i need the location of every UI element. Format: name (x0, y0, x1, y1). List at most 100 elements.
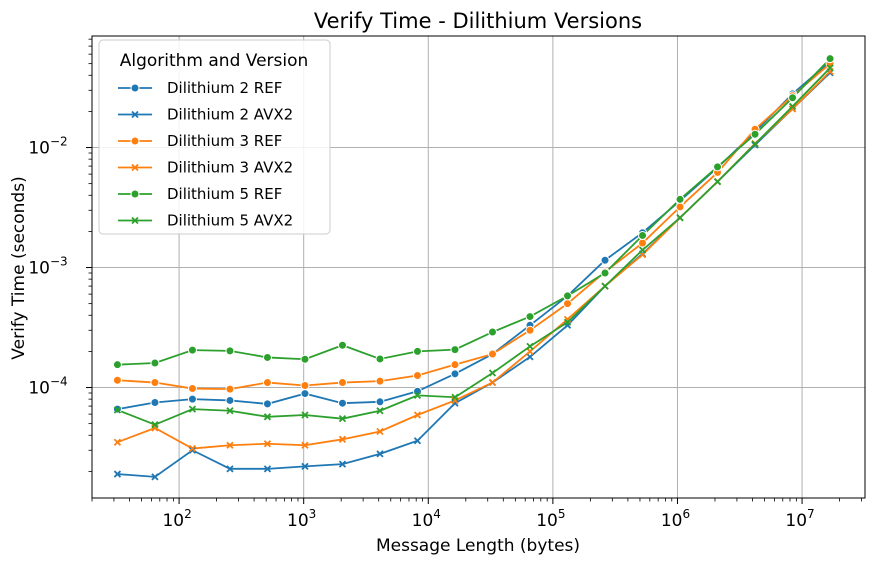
legend-box (98, 39, 331, 235)
data-point-dilithium-5-avx2 (751, 140, 759, 148)
data-point-dilithium-2-avx2 (263, 465, 272, 473)
data-point-dilithium-5-ref (262, 352, 272, 362)
x-tick-label: 104 (412, 507, 441, 531)
minor-ticks (88, 38, 862, 502)
data-point-dilithium-5-avx2 (113, 406, 122, 414)
data-point-dilithium-5-ref (788, 93, 798, 103)
data-point-dilithium-5-avx2 (638, 246, 647, 254)
data-point-dilithium-3-ref (563, 299, 573, 309)
y-axis-title: Verify Time (seconds) (9, 176, 29, 359)
data-point-dilithium-5-avx2 (151, 421, 159, 429)
data-point-dilithium-2-ref (225, 395, 235, 405)
data-point-dilithium-3-avx2 (188, 444, 197, 453)
data-point-dilithium-2-avx2 (226, 465, 234, 473)
data-point-dilithium-5-avx2 (188, 405, 197, 413)
data-point-dilithium-3-ref (337, 378, 347, 388)
data-point-dilithium-3-ref (300, 380, 310, 390)
data-point-dilithium-3-avx2 (413, 411, 422, 419)
data-point-dilithium-5-ref (487, 327, 497, 337)
data-point-dilithium-3-avx2 (226, 441, 234, 449)
data-point-dilithium-2-avx2 (301, 462, 309, 471)
plot-frame (91, 35, 866, 499)
data-point-dilithium-3-ref (450, 360, 460, 370)
data-point-dilithium-5-avx2 (301, 411, 309, 419)
data-point-dilithium-2-ref (600, 255, 610, 265)
legend-label: Dilithium 5 REF (167, 185, 282, 203)
data-point-dilithium-3-ref (225, 384, 235, 394)
y-axis-ticks: 10−4 10−3 10−2 (28, 135, 92, 399)
data-point-dilithium-5-ref (300, 354, 310, 364)
data-point-dilithium-2-ref (187, 394, 197, 404)
data-point-dilithium-5-ref (825, 54, 835, 64)
data-point-dilithium-5-avx2 (451, 393, 459, 401)
data-point-dilithium-5-ref (713, 162, 723, 172)
data-point-dilithium-5-avx2 (676, 214, 684, 222)
data-point-dilithium-3-ref (112, 375, 122, 385)
legend-label: Dilithium 3 AVX2 (167, 159, 293, 177)
data-point-dilithium-5-avx2 (338, 415, 347, 423)
y-tick-label: 10−4 (28, 375, 67, 399)
data-point-dilithium-5-avx2 (826, 64, 834, 72)
data-point-dilithium-5-ref (450, 345, 460, 355)
data-point-dilithium-3-avx2 (113, 438, 122, 446)
data-point-dilithium-2-ref (412, 386, 422, 396)
x-tick-label: 103 (287, 507, 316, 531)
data-point-dilithium-5-avx2 (413, 391, 422, 400)
data-point-dilithium-2-avx2 (413, 437, 422, 445)
data-point-dilithium-3-ref (150, 378, 160, 388)
data-point-dilithium-2-ref (450, 369, 460, 379)
data-point-dilithium-2-avx2 (188, 446, 197, 454)
legend-label: Dilithium 2 REF (167, 79, 282, 97)
legend: Algorithm and Version Dilithium 2 REFDil… (98, 39, 331, 235)
data-point-dilithium-3-ref (187, 384, 197, 394)
data-point-dilithium-5-ref (563, 291, 573, 301)
x-axis-ticks: 102 103 104 105 106 107 (162, 498, 815, 531)
legend-marker-dilithium-5-ref (130, 189, 140, 199)
data-point-dilithium-3-avx2 (263, 440, 272, 448)
legend-label: Dilithium 5 AVX2 (167, 212, 293, 230)
legend-marker-dilithium-5-avx2 (131, 216, 139, 225)
series-lines (117, 58, 831, 478)
series-line-dilithium-3-ref (117, 62, 831, 390)
series-line-dilithium-5-avx2 (117, 67, 831, 426)
data-point-dilithium-5-ref (187, 345, 197, 355)
data-point-dilithium-3-avx2 (788, 105, 797, 113)
data-point-dilithium-5-avx2 (226, 407, 234, 415)
data-point-dilithium-5-ref (412, 346, 422, 356)
legend-marker-dilithium-3-avx2 (131, 163, 139, 172)
legend-label: Dilithium 2 AVX2 (167, 106, 293, 124)
data-point-dilithium-5-avx2 (563, 318, 572, 326)
x-tick-label: 102 (162, 507, 191, 531)
data-point-dilithium-3-ref (487, 349, 497, 359)
data-point-dilithium-5-ref (600, 268, 610, 278)
data-point-dilithium-2-avx2 (376, 450, 384, 458)
data-point-dilithium-3-avx2 (301, 441, 309, 449)
x-tick-label: 105 (536, 507, 565, 531)
data-point-dilithium-3-ref (412, 370, 422, 380)
series-line-dilithium-5-ref (117, 58, 831, 366)
legend-label: Dilithium 3 REF (167, 132, 282, 150)
x-tick-label: 107 (785, 507, 814, 531)
data-point-dilithium-5-ref (337, 340, 347, 350)
data-point-dilithium-2-ref (150, 398, 160, 408)
data-point-dilithium-3-ref (675, 202, 685, 212)
data-point-dilithium-5-avx2 (263, 413, 272, 421)
x-axis-title: Message Length (bytes) (376, 536, 580, 556)
legend-title: Algorithm and Version (120, 51, 309, 71)
data-point-dilithium-5-ref (225, 346, 235, 356)
data-point-dilithium-2-avx2 (151, 473, 159, 481)
data-point-dilithium-5-ref (675, 194, 685, 204)
y-tick-label: 10−2 (28, 135, 67, 159)
data-point-dilithium-5-ref (375, 354, 385, 364)
data-point-dilithium-5-avx2 (376, 407, 384, 415)
data-point-dilithium-2-ref (375, 397, 385, 407)
data-point-dilithium-2-ref (262, 399, 272, 409)
data-point-dilithium-3-ref (262, 378, 272, 388)
legend-items: Dilithium 2 REF Dilithium 2 AVX2 Dilithium… (118, 79, 293, 230)
data-point-dilithium-5-ref (150, 358, 160, 368)
data-point-dilithium-2-avx2 (113, 470, 122, 478)
data-point-dilithium-3-avx2 (376, 427, 384, 436)
data-point-dilithium-2-avx2 (338, 460, 347, 468)
chart-title: Verify Time - Dilithium Versions (314, 9, 642, 33)
